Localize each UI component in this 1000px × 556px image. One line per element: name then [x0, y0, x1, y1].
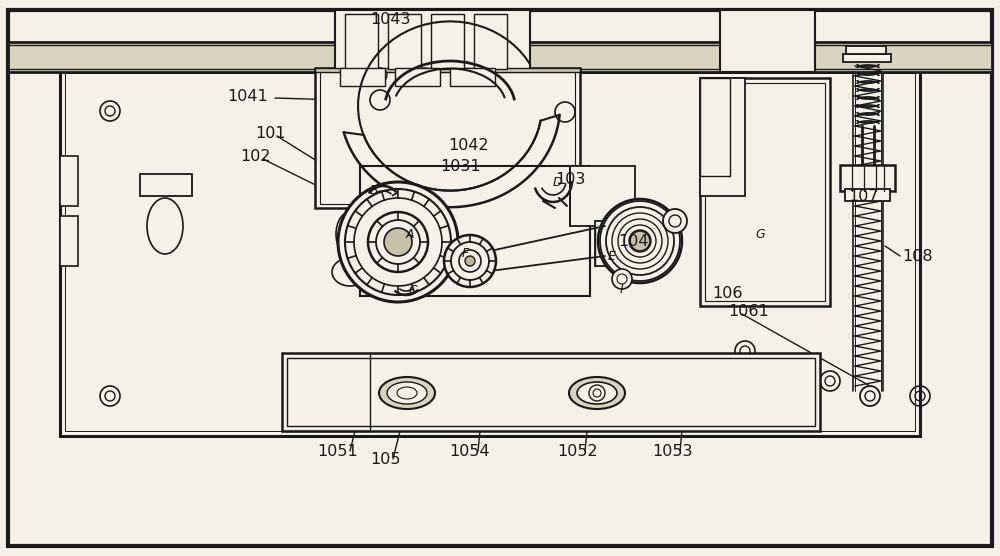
Text: 101: 101 [255, 126, 286, 141]
Text: 1041: 1041 [227, 89, 268, 104]
Bar [315, 68, 580, 208]
Bar [60, 68, 920, 436]
Circle shape [465, 256, 475, 266]
Bar [705, 83, 825, 301]
Bar [474, 14, 507, 69]
Text: 1043: 1043 [370, 12, 411, 27]
Text: 105: 105 [370, 452, 400, 467]
Circle shape [354, 198, 442, 286]
Text: G: G [755, 228, 765, 241]
Bar [570, 166, 635, 226]
Bar [843, 54, 891, 62]
Bar [700, 78, 745, 196]
Circle shape [444, 235, 496, 287]
Bar [700, 78, 830, 306]
Bar [8, 45, 992, 69]
Text: 103: 103 [555, 172, 585, 187]
Text: F: F [462, 247, 469, 260]
Text: 102: 102 [240, 149, 270, 164]
Text: 1051: 1051 [318, 444, 358, 459]
Bar [140, 174, 192, 196]
Bar [395, 68, 440, 86]
Bar [846, 46, 886, 54]
Circle shape [368, 212, 428, 272]
Circle shape [338, 182, 458, 302]
Circle shape [459, 250, 481, 272]
Text: 1042: 1042 [448, 138, 489, 153]
Text: D: D [553, 176, 563, 189]
Text: A: A [406, 228, 415, 241]
Bar [320, 72, 575, 204]
Circle shape [612, 269, 632, 289]
Bar [8, 42, 992, 72]
Bar [345, 14, 378, 69]
Bar [845, 189, 890, 201]
Bar [282, 353, 820, 431]
Text: E: E [608, 250, 616, 263]
Bar [60, 156, 78, 206]
Ellipse shape [577, 382, 617, 404]
Text: C: C [408, 284, 417, 297]
Bar [360, 166, 590, 296]
Text: 104: 104 [618, 234, 648, 249]
Circle shape [598, 199, 682, 283]
Circle shape [451, 242, 489, 280]
Circle shape [384, 228, 412, 256]
Bar [431, 14, 464, 69]
Text: B: B [370, 184, 379, 197]
Bar [287, 358, 815, 426]
Bar [65, 73, 915, 431]
Text: 1054: 1054 [450, 444, 490, 459]
Bar [315, 68, 580, 72]
Bar [335, 10, 530, 72]
Text: 108: 108 [902, 249, 933, 264]
Text: I: I [620, 283, 624, 296]
Bar [388, 14, 421, 69]
Text: 1053: 1053 [653, 444, 693, 459]
Circle shape [663, 209, 687, 233]
Bar [340, 68, 385, 86]
Text: 1052: 1052 [558, 444, 598, 459]
Bar [700, 78, 730, 176]
Circle shape [630, 231, 650, 251]
Ellipse shape [569, 377, 625, 409]
Circle shape [345, 189, 451, 295]
Ellipse shape [379, 377, 435, 409]
Ellipse shape [387, 382, 427, 404]
Bar [595, 221, 637, 266]
Circle shape [376, 220, 420, 264]
Bar [60, 216, 78, 266]
Text: 106: 106 [712, 286, 742, 301]
Bar [720, 10, 815, 72]
Bar [450, 68, 495, 86]
Bar [840, 165, 895, 191]
Text: 1031: 1031 [440, 159, 481, 174]
Text: 107: 107 [848, 189, 879, 204]
Text: 1061: 1061 [728, 304, 769, 319]
